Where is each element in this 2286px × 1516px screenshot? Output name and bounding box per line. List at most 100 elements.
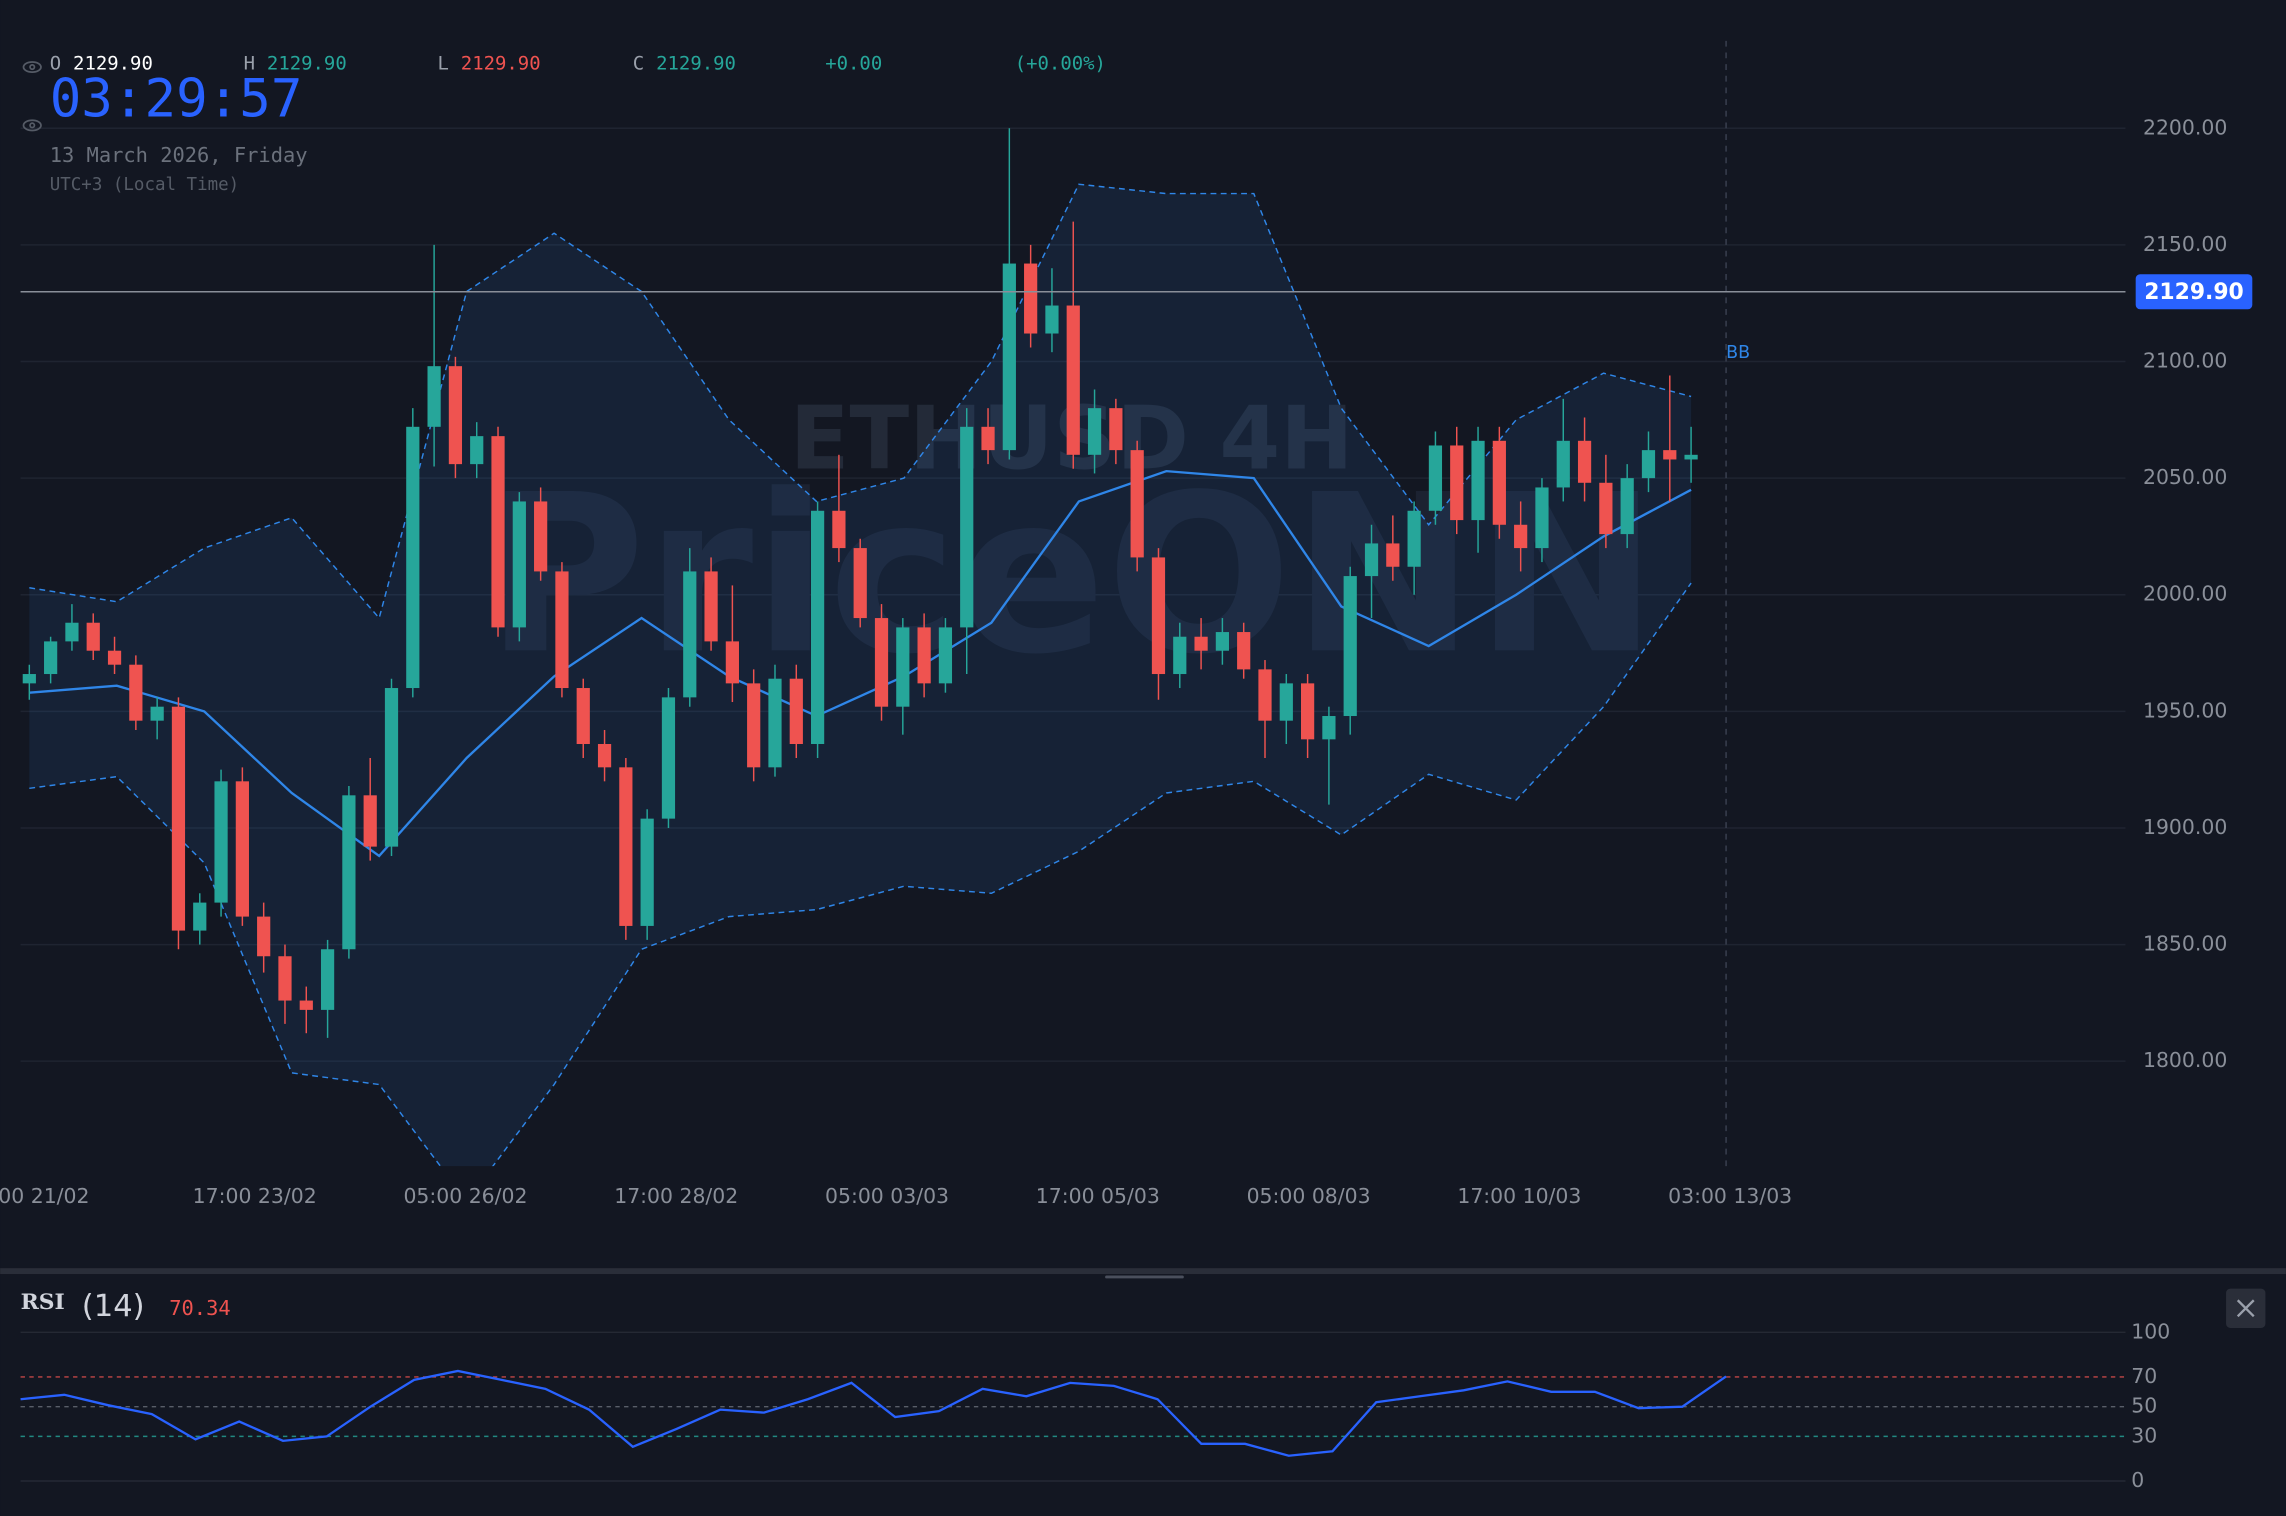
- close-button[interactable]: [2226, 1288, 2266, 1328]
- candle-body: [1471, 440, 1485, 521]
- y-tick-label: 1950.00: [2143, 698, 2227, 722]
- candle-body: [1130, 450, 1144, 558]
- y-tick-label: 1900.00: [2143, 815, 2227, 839]
- x-tick-label: 05:00 03/03: [825, 1184, 949, 1208]
- rsi-tick-label: 70: [2131, 1364, 2157, 1388]
- candle-body: [363, 795, 377, 847]
- x-tick-label: 00 21/02: [0, 1184, 90, 1208]
- change-pct: (+0.00%): [1015, 53, 1106, 75]
- resize-handle[interactable]: [1105, 1275, 1184, 1279]
- open-value: 2129.90: [73, 53, 153, 75]
- bb-middle: [29, 469, 1692, 858]
- x-tick-label: 17:00 28/02: [614, 1184, 738, 1208]
- candle-body: [235, 781, 249, 917]
- date: 13 March 2026, Friday: [50, 143, 308, 167]
- candle-body: [1663, 450, 1677, 460]
- plot: [22, 128, 1698, 1167]
- rsi-name: RSI: [21, 1289, 65, 1315]
- candle-body: [981, 426, 995, 451]
- y-tick-label: 2150.00: [2143, 232, 2227, 256]
- candle-body: [1087, 408, 1102, 455]
- candle-body: [1237, 632, 1251, 670]
- candle-body: [150, 706, 164, 721]
- eye-icons: [22, 61, 42, 132]
- candle-body: [938, 627, 953, 684]
- candle-body: [1364, 543, 1379, 577]
- last-price-label: 2129.90: [2144, 280, 2244, 305]
- candle-body: [1577, 440, 1592, 483]
- candle-body: [1535, 487, 1549, 549]
- candle-body: [683, 571, 697, 698]
- candle-body: [342, 795, 356, 950]
- candle-body: [555, 571, 569, 689]
- ohlc-legend: O 2129.90 H 2129.90 L 2129.90 C 2129.90 …: [50, 53, 1106, 75]
- rsi-tick-label: 100: [2131, 1319, 2170, 1343]
- candle-body: [661, 697, 676, 819]
- x-tick-label: 17:00 23/02: [193, 1184, 317, 1208]
- candle-body: [853, 548, 867, 619]
- candle-body: [747, 683, 761, 768]
- candle-body: [832, 510, 846, 549]
- candle-body: [704, 571, 718, 642]
- bb-label: BB: [1726, 343, 1750, 363]
- clock: 03:29:57: [50, 69, 303, 130]
- rsi-tick-label: 30: [2131, 1423, 2157, 1447]
- candle-body: [171, 706, 186, 931]
- y-tick-label: 1850.00: [2143, 932, 2227, 956]
- low-value: 2129.90: [461, 53, 541, 75]
- candle-body: [960, 426, 974, 628]
- candle-body: [1002, 263, 1016, 451]
- candle-body: [810, 510, 825, 745]
- candle-body: [129, 664, 143, 721]
- rsi-period: (14): [82, 1289, 145, 1324]
- candle-body: [1556, 440, 1570, 488]
- candle-body: [1279, 683, 1293, 721]
- low-label: L: [437, 53, 448, 75]
- close-value: 2129.90: [656, 53, 736, 75]
- candle-body: [1109, 408, 1123, 451]
- candle-body: [1641, 450, 1656, 479]
- last-price-tag: [2135, 274, 2253, 310]
- high-label: H: [244, 53, 255, 75]
- rsi-tick-label: 50: [2131, 1394, 2157, 1418]
- close-label: C: [633, 53, 644, 75]
- bb-lower: [29, 582, 1692, 1167]
- y-tick-label: 2000.00: [2143, 582, 2227, 606]
- candle-body: [576, 688, 590, 745]
- candle-body: [427, 366, 441, 427]
- candle-body: [86, 622, 100, 651]
- candle-body: [384, 688, 399, 847]
- candle-body: [257, 916, 271, 957]
- candle-body: [1343, 576, 1357, 717]
- candle-body: [1045, 305, 1059, 334]
- candle-body: [320, 949, 335, 1010]
- candle-body: [534, 501, 548, 572]
- candle-body: [44, 641, 58, 675]
- rsi-panel: 100 70 50 30 0: [20, 1319, 2170, 1492]
- candle-body: [1173, 636, 1187, 675]
- candle-body: [1024, 263, 1038, 334]
- candle-body: [1450, 445, 1464, 521]
- x-tick-label: 17:00 05/03: [1036, 1184, 1160, 1208]
- x-tick-label: 03:00 13/03: [1668, 1184, 1792, 1208]
- y-tick-label: 2050.00: [2143, 465, 2227, 489]
- candle-body: [1514, 524, 1528, 549]
- x-tick-label: 17:00 10/03: [1457, 1184, 1581, 1208]
- candle-body: [1322, 716, 1336, 740]
- x-tick-label: 05:00 26/02: [403, 1184, 527, 1208]
- candle-body: [1386, 543, 1400, 567]
- candle-body: [193, 902, 207, 931]
- candle-body: [597, 744, 612, 768]
- panel-separator: [0, 1268, 2286, 1275]
- candle-body: [1407, 510, 1421, 567]
- candle-body: [1684, 454, 1698, 460]
- candle-body: [619, 767, 633, 926]
- candle-body: [768, 678, 782, 768]
- candle-body: [1258, 669, 1272, 721]
- candle-body: [1492, 440, 1506, 525]
- candle-body: [1428, 445, 1443, 511]
- rsi-tick-label: 0: [2131, 1468, 2144, 1492]
- candle-body: [1301, 683, 1315, 740]
